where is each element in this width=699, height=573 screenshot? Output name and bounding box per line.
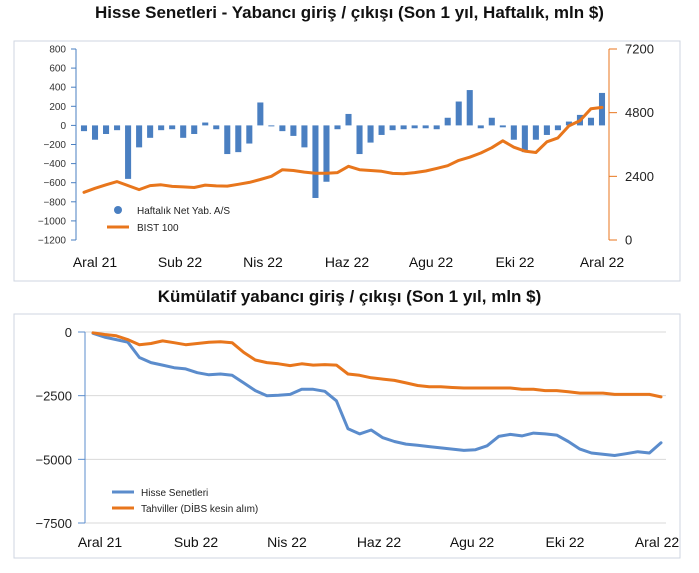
chart2-legend-hisse-label: Hisse Senetleri [141, 488, 208, 499]
chart1-bar [301, 125, 308, 148]
chart1-bar [290, 125, 297, 136]
chart1-bar [521, 125, 528, 153]
chart1-bar [356, 125, 363, 155]
chart1-bar [191, 125, 198, 134]
chart1-bar [499, 125, 506, 128]
chart1-bar [378, 125, 385, 135]
chart1-bar [367, 125, 374, 143]
chart1-bar [345, 113, 352, 126]
chart2-tahvil-line [91, 331, 663, 399]
chart2-x-tick-label: Agu 22 [450, 534, 495, 550]
chart1-bist100-line [82, 105, 604, 194]
chart1-bar [444, 117, 451, 126]
chart1-right-tick-label: 0 [625, 233, 632, 248]
chart1-x-tick-label: Agu 22 [409, 254, 454, 270]
chart1-bar [587, 117, 595, 126]
chart1-x-tick-label: Nis 22 [243, 254, 283, 270]
chart1-bar [147, 125, 154, 138]
chart1-bar [598, 92, 606, 126]
chart1-bar [389, 125, 396, 131]
chart1-bar [103, 125, 110, 134]
chart1-bar [246, 125, 253, 144]
chart1-bar [554, 125, 561, 131]
chart1-right-tick-label: 7200 [625, 42, 654, 57]
chart1-legend-line-label: BIST 100 [137, 223, 179, 234]
chart1-bar [411, 125, 418, 129]
chart1-bar [213, 125, 220, 130]
chart1-x-tick-label: Haz 22 [325, 254, 370, 270]
chart2-x-tick-label: Sub 22 [174, 534, 219, 550]
chart1-bar [235, 125, 242, 153]
chart1-bar [91, 125, 99, 140]
chart1-left-tick-label: −1000 [38, 216, 67, 227]
chart1-bar [257, 102, 264, 126]
chart1-left-tick-label: −800 [43, 197, 66, 208]
chart2-legend-tahvil-label: Tahviller (DİBS kesin alım) [141, 502, 258, 515]
chart1-left-tick-label: 800 [49, 45, 66, 56]
chart1-x-tick-label: Aral 21 [73, 254, 118, 270]
chart1-bar [323, 125, 330, 182]
chart1-left-tick-label: 0 [60, 121, 66, 132]
chart1-left-tick-label: −600 [43, 178, 66, 189]
chart1-bar [125, 125, 132, 179]
chart1-bar [169, 125, 176, 130]
chart1-left-tick-label: 400 [49, 83, 66, 94]
chart1-bar [158, 125, 165, 131]
chart1-bar [455, 101, 462, 126]
chart1-bar [565, 121, 572, 126]
chart2: 0 −2500 −5000 −7500 Aral 21 Sub 22 Nis 22 Haz 2… [13, 313, 681, 559]
chart2-y-tick-label: −5000 [35, 452, 72, 467]
chart2-y-tick-label: −2500 [35, 389, 72, 404]
chart1-bar [532, 125, 539, 140]
chart2-x-tick-label: Aral 22 [635, 534, 680, 550]
chart1-bar [433, 125, 440, 130]
chart1-bar [510, 125, 517, 140]
chart2-x-tick-label: Aral 21 [78, 534, 123, 550]
chart2-x-tick-label: Haz 22 [357, 534, 402, 550]
chart1-frame [13, 40, 681, 282]
chart1-bar [312, 125, 319, 198]
chart1-x-tick-label: Aral 22 [580, 254, 625, 270]
chart1-bar [279, 125, 286, 132]
chart2-hisse-line [91, 331, 663, 457]
chart1-left-tick-label: 600 [49, 64, 66, 75]
chart1-bar [477, 125, 484, 129]
chart1-bar [180, 125, 187, 138]
chart1-bar [80, 125, 88, 132]
chart2-frame [13, 313, 681, 559]
chart1-bar [268, 125, 275, 127]
chart1-x-tick-label: Eki 22 [496, 254, 535, 270]
chart1-bar [224, 125, 231, 155]
chart1-bar [488, 117, 495, 126]
chart2-y-tick-label: 0 [65, 325, 72, 340]
chart1-bar [334, 125, 341, 130]
chart1-bar [543, 125, 550, 135]
chart1: 800 600 400 200 0 −200 −400 −600 −800 −1000 −1200 7… [13, 40, 681, 282]
chart1-bar [136, 125, 143, 148]
chart1-left-tick-label: −400 [43, 159, 66, 170]
chart1-right-tick-label: 2400 [625, 169, 654, 184]
chart1-left-tick-label: −200 [43, 140, 66, 151]
chart1-bar [466, 90, 473, 126]
chart1-bar [422, 125, 429, 129]
chart1-x-tick-label: Sub 22 [158, 254, 203, 270]
chart1-bar [202, 122, 209, 126]
chart1-right-tick-label: 4800 [625, 105, 654, 120]
chart2-title: Kümülatif yabancı giriş / çıkışı (Son 1 … [157, 287, 542, 306]
chart1-bar [400, 125, 407, 130]
chart2-y-tick-label: −7500 [35, 516, 72, 531]
chart1-legend-bar-marker [114, 206, 122, 214]
chart1-bar [114, 125, 121, 131]
chart1-title: Hisse Senetleri - Yabancı giriş / çıkışı… [95, 3, 604, 22]
chart1-left-tick-label: −1200 [38, 236, 67, 247]
chart1-legend-bar-label: Haftalık Net Yab. A/S [137, 206, 230, 217]
chart2-x-tick-label: Eki 22 [546, 534, 585, 550]
chart2-x-tick-label: Nis 22 [267, 534, 307, 550]
chart1-left-tick-label: 200 [49, 102, 66, 113]
